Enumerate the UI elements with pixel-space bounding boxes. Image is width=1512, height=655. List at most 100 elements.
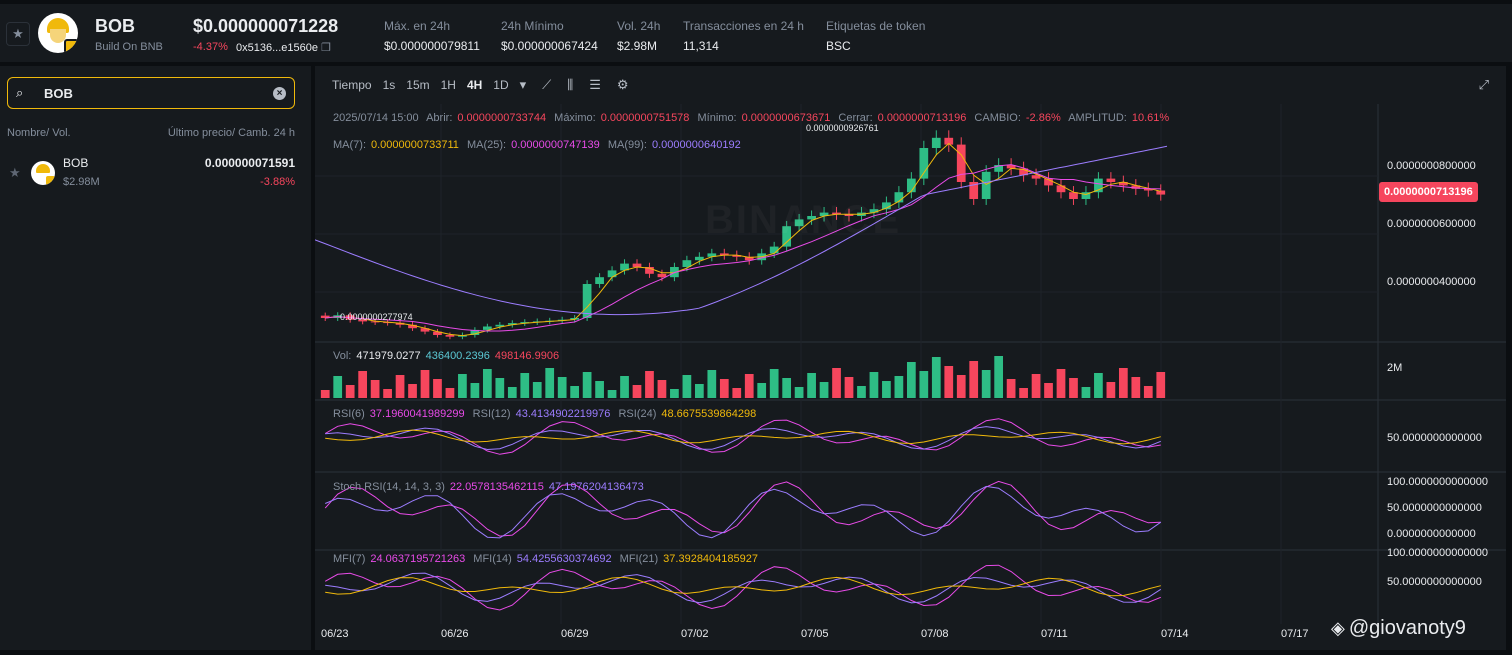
ma-legend: MA(7): 0.0000000733711 MA(25): 0.000000074… [333, 139, 746, 151]
interval-15m[interactable]: 15m [406, 78, 430, 92]
candle-body [408, 324, 417, 329]
candlestick-chart[interactable] [315, 104, 1506, 650]
high-annotation: 0.0000000926761 [806, 123, 879, 133]
candle-body [894, 192, 904, 203]
mfi21-value: 37.3928404185927 [663, 553, 758, 565]
volume-bar [458, 374, 467, 398]
volume-bar [1069, 378, 1078, 398]
x-tick: 06/23 [321, 628, 349, 640]
row-token-name: BOB [63, 156, 89, 170]
volume-bar [782, 378, 792, 398]
ohlc-legend: 2025/07/14 15:00 Abrir: 0.0000000733744 M… [333, 112, 1174, 124]
copy-icon[interactable]: ❐ [320, 42, 331, 54]
stoch-tick: 0.0000000000000 [1387, 528, 1476, 540]
stat-high: Máx. en 24h $0.000000079811 [384, 19, 480, 53]
token-subtitle: Build On BNB [95, 41, 163, 53]
candle-body [620, 263, 629, 271]
stat-value[interactable]: BSC [826, 39, 851, 53]
star-icon[interactable]: ★ [9, 165, 21, 180]
dropdown-icon[interactable]: ▾ [519, 77, 527, 92]
candle-body [1156, 190, 1166, 195]
stat-value: $2.98M [617, 39, 658, 53]
search-input[interactable]: BOB [44, 85, 73, 101]
price-tick: 0.0000000800000 [1387, 160, 1476, 172]
candle-body [470, 329, 480, 335]
candle-body [445, 335, 455, 337]
interval-1h[interactable]: 1H [440, 78, 456, 92]
candle-body [433, 331, 442, 335]
settings-list-icon[interactable]: ☰ [589, 77, 601, 92]
candle-body [645, 267, 654, 274]
interval-4h[interactable]: 4H [466, 78, 483, 92]
credit-text: @giovanoty9 [1348, 617, 1466, 639]
stat-label: Transacciones en 24 h [683, 19, 804, 33]
mfi7-value: 24.0637195721263 [370, 553, 466, 565]
volume-bar [719, 379, 729, 398]
interval-1s[interactable]: 1s [382, 78, 396, 92]
candle-body [1019, 168, 1028, 176]
gear-icon[interactable]: ⚙ [616, 77, 629, 92]
rsi-legend: RSI(6) 37.1960041989299 RSI(12) 43.4134902… [333, 408, 761, 420]
volume-bar [1019, 388, 1028, 398]
candle-body [482, 326, 492, 330]
candle-body [969, 182, 979, 199]
ma99-line [315, 145, 1168, 316]
volume-bar [1044, 383, 1053, 398]
stat-volume: Vol. 24h $2.98M [617, 19, 660, 53]
contract-address[interactable]: 0x5136...e1560e ❐ [236, 41, 331, 54]
candle-body [794, 219, 804, 227]
search-box[interactable]: ⌕ BOB × [7, 77, 295, 109]
ma99-label: MA(99): [607, 139, 647, 151]
volume-bar [994, 356, 1004, 398]
candle-body [782, 226, 792, 247]
high-value: 0.0000000751578 [600, 112, 690, 124]
volume-bar [944, 366, 954, 398]
change-label: CAMBIO: [974, 112, 1021, 124]
volume-bar [445, 388, 455, 398]
favorite-star-icon[interactable]: ★ [6, 22, 30, 46]
candle-body [370, 321, 380, 323]
mfi7-line [324, 564, 1161, 611]
volume-bar [931, 357, 941, 398]
indicator-icon[interactable]: ⟋ [542, 77, 552, 92]
stat-low: 24h Mínimo $0.000000067424 [501, 19, 598, 53]
column-header-name[interactable]: Nombre/ Vol. [7, 127, 71, 139]
ma25-line [325, 164, 1161, 332]
volume-bar [433, 379, 442, 398]
expand-icon[interactable]: ⤢ [1478, 77, 1489, 92]
volume-bar [819, 382, 829, 398]
candle-body [944, 137, 954, 145]
mfi-legend: MFI(7) 24.0637195721263 MFI(14) 54.4255630… [333, 553, 763, 565]
volume-bar [557, 377, 567, 398]
volume-bar [894, 376, 904, 398]
volume-bar [682, 375, 692, 398]
volume-bar [645, 371, 654, 398]
candle-type-icon[interactable]: ⫼ [567, 77, 574, 92]
low-annotation: 0.0000000277974 [340, 312, 413, 322]
watermark-credit: ◈ @giovanoty9 [1331, 617, 1466, 640]
stat-value: 11,314 [683, 39, 719, 53]
x-tick: 07/11 [1041, 628, 1068, 640]
rsi6-line [324, 418, 1161, 455]
candle-body [495, 324, 505, 327]
column-header-price[interactable]: Último precio/ Camb. 24 h [167, 127, 295, 139]
candle-body [1131, 185, 1141, 189]
candle-body [719, 253, 729, 256]
stat-value: $0.000000079811 [384, 39, 480, 53]
stat-transactions: Transacciones en 24 h 11,314 [683, 19, 804, 53]
token-change: -4.37% [193, 41, 228, 53]
token-list-panel: ⌕ BOB × Nombre/ Vol. Último precio/ Camb… [0, 66, 311, 650]
rsi12-label: RSI(12) [472, 408, 511, 420]
volume-bar [844, 377, 854, 398]
rsi24-label: RSI(24) [618, 408, 657, 420]
clear-icon[interactable]: × [273, 86, 286, 100]
volume-bar [383, 389, 392, 398]
volume-bar [670, 389, 679, 398]
low-value: 0.0000000673671 [741, 112, 831, 124]
amplitude-value: 10.61% [1131, 112, 1170, 124]
vol-value-2: 436400.2396 [425, 350, 490, 362]
x-tick: 06/29 [561, 628, 589, 640]
volume-bar [420, 370, 430, 398]
x-tick: 06/26 [441, 628, 469, 640]
interval-1d[interactable]: 1D [493, 78, 509, 92]
